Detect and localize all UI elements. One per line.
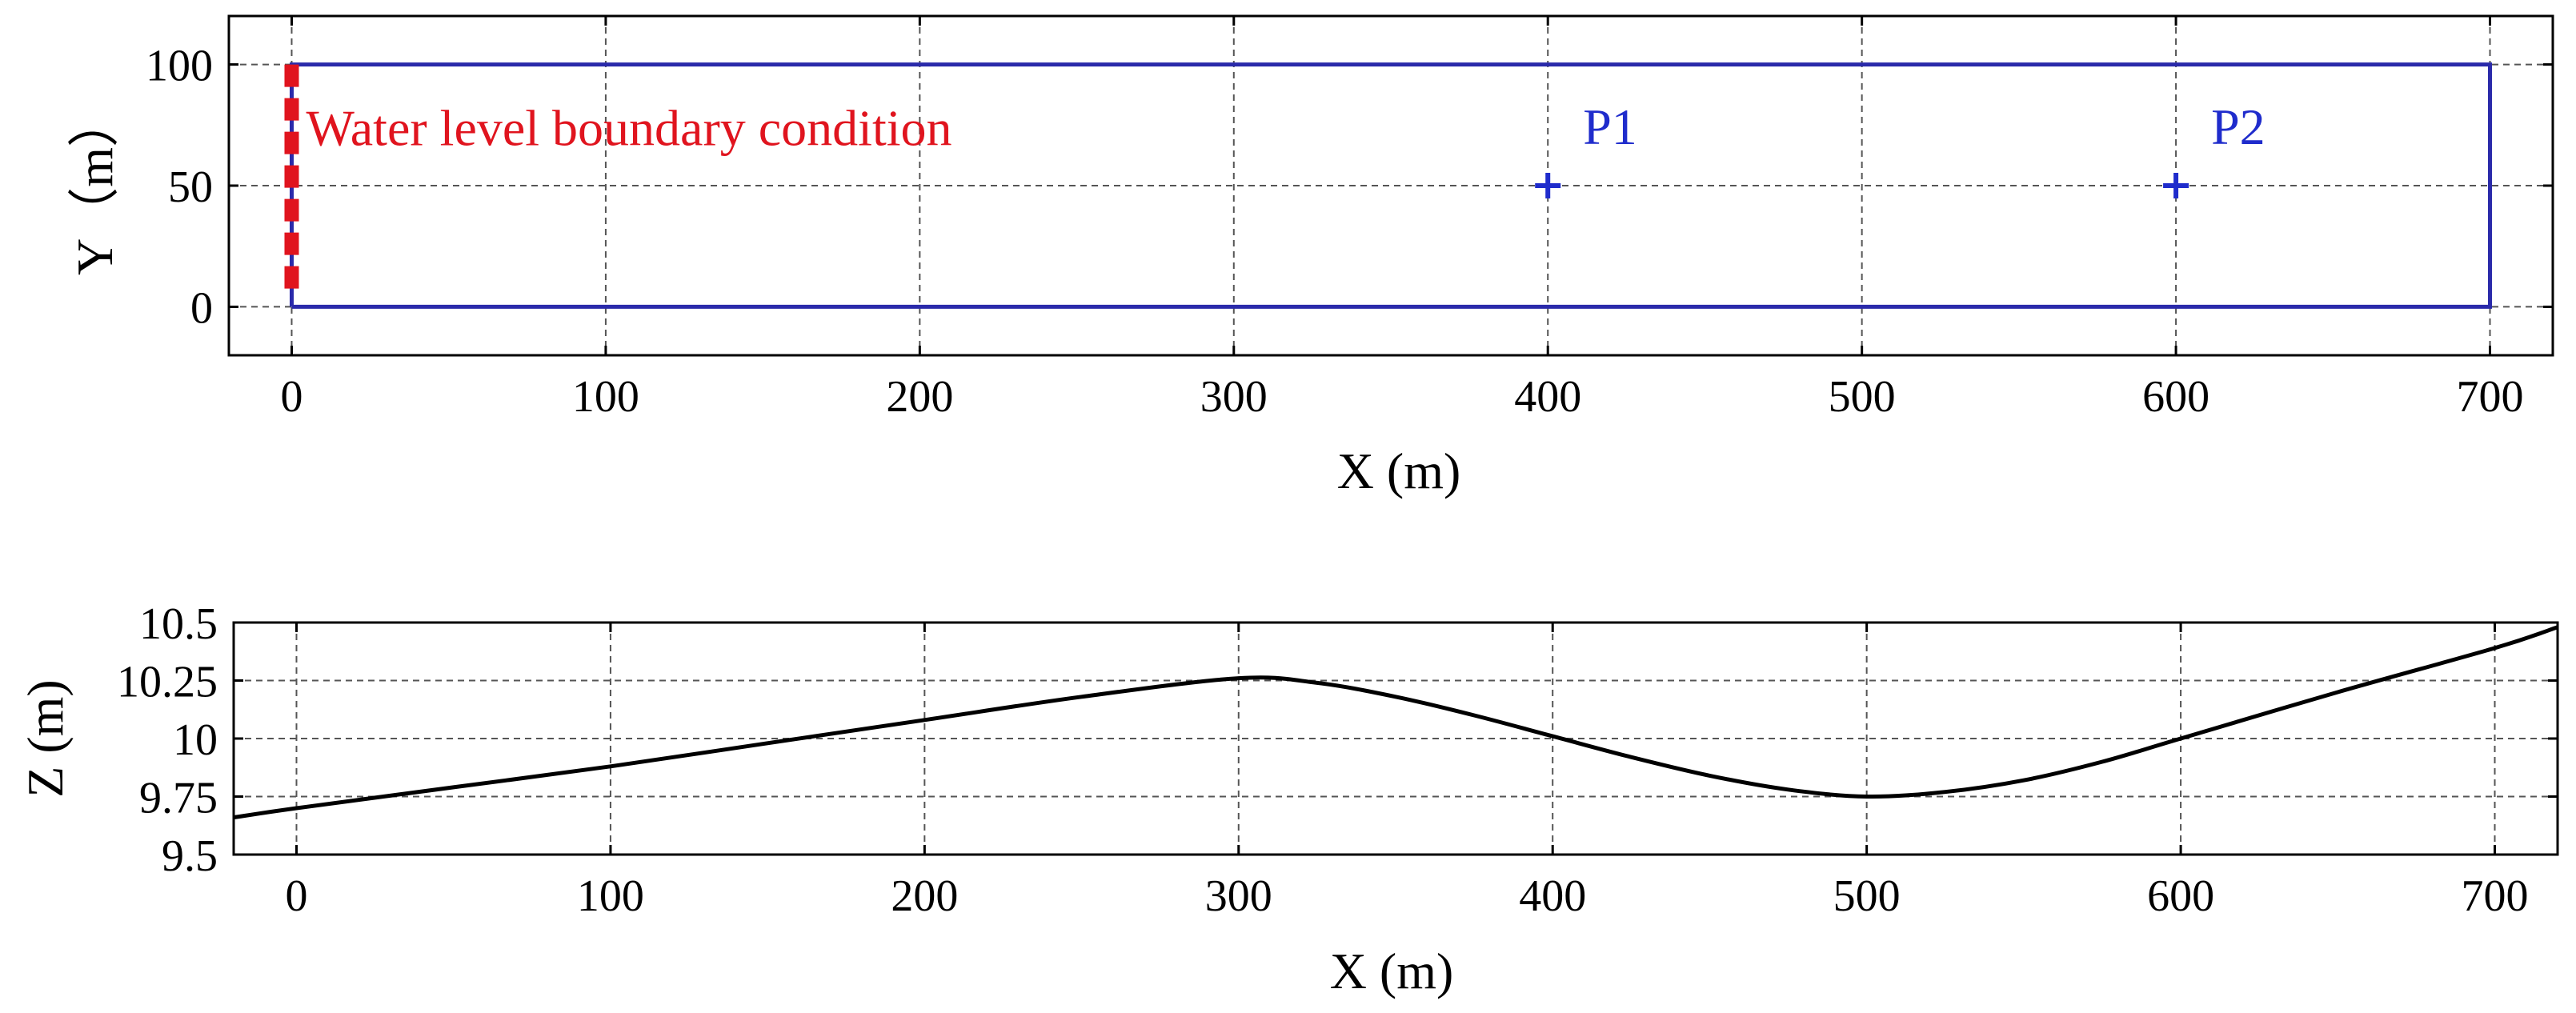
bottom-y-tick-label: 10.5: [139, 599, 218, 649]
bottom-plot-border: [232, 621, 2559, 856]
bed-elevation-line: [233, 625, 2558, 820]
bottom-y-tick-label: 9.75: [139, 774, 218, 823]
bottom-gridlines: [234, 623, 2558, 855]
top-axes-frame: 0 100 200 300 400 500 600 700 0 50 100: [146, 14, 2554, 422]
top-gridlines: [229, 16, 2553, 355]
bottom-x-tick-label: 100: [577, 871, 644, 921]
point-label-p1: P1: [1583, 98, 1637, 155]
bottom-y-axis-label: Z (m): [17, 679, 74, 798]
top-y-tick-label: 100: [146, 42, 213, 91]
bottom-axes-frame: 0 100 200 300 400 500 600 700 9.5 9.75 10 10.25 10.5: [117, 599, 2559, 921]
bottom-y-tick-label: 9.5: [162, 831, 218, 881]
bottom-x-tick-label: 500: [1833, 871, 1901, 921]
top-x-tick-label: 500: [1829, 372, 1896, 422]
top-x-tick-label: 300: [1200, 372, 1268, 422]
point-label-p2: P2: [2211, 98, 2266, 155]
bottom-x-tick-label: 200: [891, 871, 958, 921]
top-x-tick-label: 700: [2457, 372, 2524, 422]
top-chart-content: [284, 62, 2493, 309]
top-x-tick-label: 100: [572, 372, 639, 422]
bottom-x-tick-label: 700: [2462, 871, 2529, 921]
bottom-x-tick-label: 0: [285, 871, 307, 921]
bottom-chart-content: [233, 625, 2558, 820]
bottom-y-tick-label: 10.25: [117, 658, 218, 707]
top-x-tick-label: 400: [1514, 372, 1581, 422]
top-x-tick-label: 0: [280, 372, 302, 422]
bottom-x-tick-label: 300: [1205, 871, 1272, 921]
boundary-condition-label: Water level boundary condition: [306, 99, 951, 156]
top-y-tick-label: 0: [190, 283, 213, 333]
bottom-x-tick-label: 400: [1519, 871, 1586, 921]
bed-elevation-chart: 0 100 200 300 400 500 600 700 9.5 9.75 10 10.25 10.5…: [17, 599, 2559, 999]
bottom-x-axis-label: X (m): [1330, 943, 1454, 999]
top-plot-border: [227, 14, 2554, 357]
top-x-axis-label: X (m): [1337, 442, 1461, 499]
bottom-x-tick-label: 600: [2147, 871, 2214, 921]
bottom-y-tick-label: 10: [173, 715, 218, 765]
top-y-tick-label: 50: [168, 162, 213, 212]
top-y-axis-label: Y（m）: [66, 96, 123, 275]
top-x-tick-label: 200: [886, 372, 953, 422]
top-x-tick-label: 600: [2142, 372, 2209, 422]
